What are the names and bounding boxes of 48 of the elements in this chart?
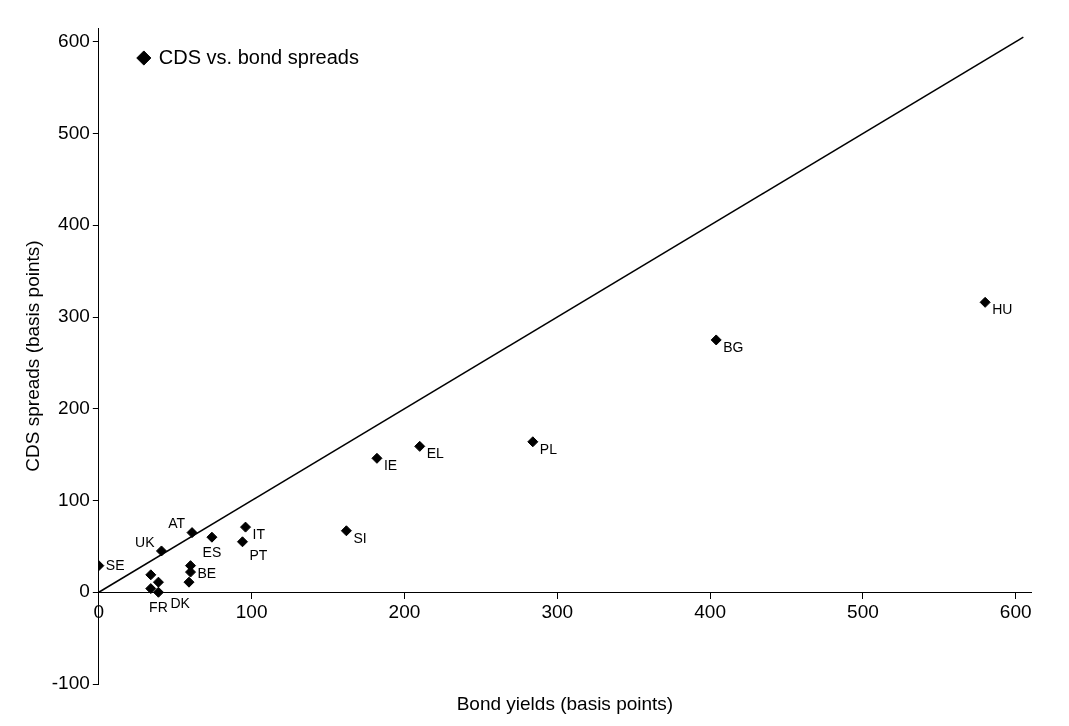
y-tick-label: 100 bbox=[58, 488, 90, 510]
y-tick-label: 200 bbox=[58, 396, 90, 418]
point bbox=[710, 334, 722, 346]
x-tick-label: 600 bbox=[999, 600, 1032, 622]
x-tick-label: 400 bbox=[694, 600, 726, 622]
x-tick-label: 300 bbox=[541, 600, 574, 622]
annotation: AT bbox=[168, 515, 186, 532]
annotation: IT bbox=[252, 525, 266, 542]
point bbox=[979, 296, 991, 308]
y-tick-label: -100 bbox=[51, 672, 90, 694]
point bbox=[186, 527, 198, 539]
x-axis-title: Bond yields (basis points) bbox=[456, 692, 674, 714]
annotation: ES bbox=[202, 544, 222, 561]
annotation: UK bbox=[135, 533, 156, 550]
x-tick-label: 500 bbox=[847, 600, 879, 622]
y-tick-label: 0 bbox=[79, 580, 90, 602]
point bbox=[527, 436, 539, 448]
annotation: HU bbox=[992, 301, 1013, 318]
point bbox=[152, 586, 164, 598]
annotation: IE bbox=[383, 457, 398, 474]
x-tick-label: 100 bbox=[235, 600, 268, 622]
annotation: SI bbox=[353, 529, 367, 546]
y-tick-label: 300 bbox=[58, 305, 90, 327]
point bbox=[155, 545, 167, 557]
legend-label: CDS vs. bond spreads bbox=[158, 45, 359, 68]
annotation: FR bbox=[149, 599, 168, 616]
annotation: BE bbox=[197, 564, 217, 581]
annotation: PL bbox=[539, 440, 558, 457]
y-tick-label: 500 bbox=[58, 121, 90, 143]
point bbox=[371, 452, 383, 464]
point bbox=[206, 531, 218, 543]
y-axis-title: CDS spreads (basis points) bbox=[21, 240, 43, 472]
x-tick-label: 200 bbox=[388, 600, 421, 622]
point bbox=[183, 576, 195, 588]
y-tick-label: 400 bbox=[58, 213, 90, 235]
y-tick-label: 600 bbox=[58, 30, 90, 51]
annotation: SE bbox=[105, 556, 125, 573]
point bbox=[414, 440, 426, 452]
annotation: DK bbox=[170, 595, 191, 612]
point bbox=[145, 583, 157, 595]
point bbox=[236, 536, 248, 548]
annotation: EL bbox=[426, 445, 445, 462]
annotation: BG bbox=[723, 338, 744, 355]
point bbox=[240, 521, 252, 533]
point bbox=[145, 569, 157, 581]
point bbox=[340, 525, 352, 537]
annotation: PT bbox=[249, 546, 268, 563]
point bbox=[152, 576, 164, 588]
